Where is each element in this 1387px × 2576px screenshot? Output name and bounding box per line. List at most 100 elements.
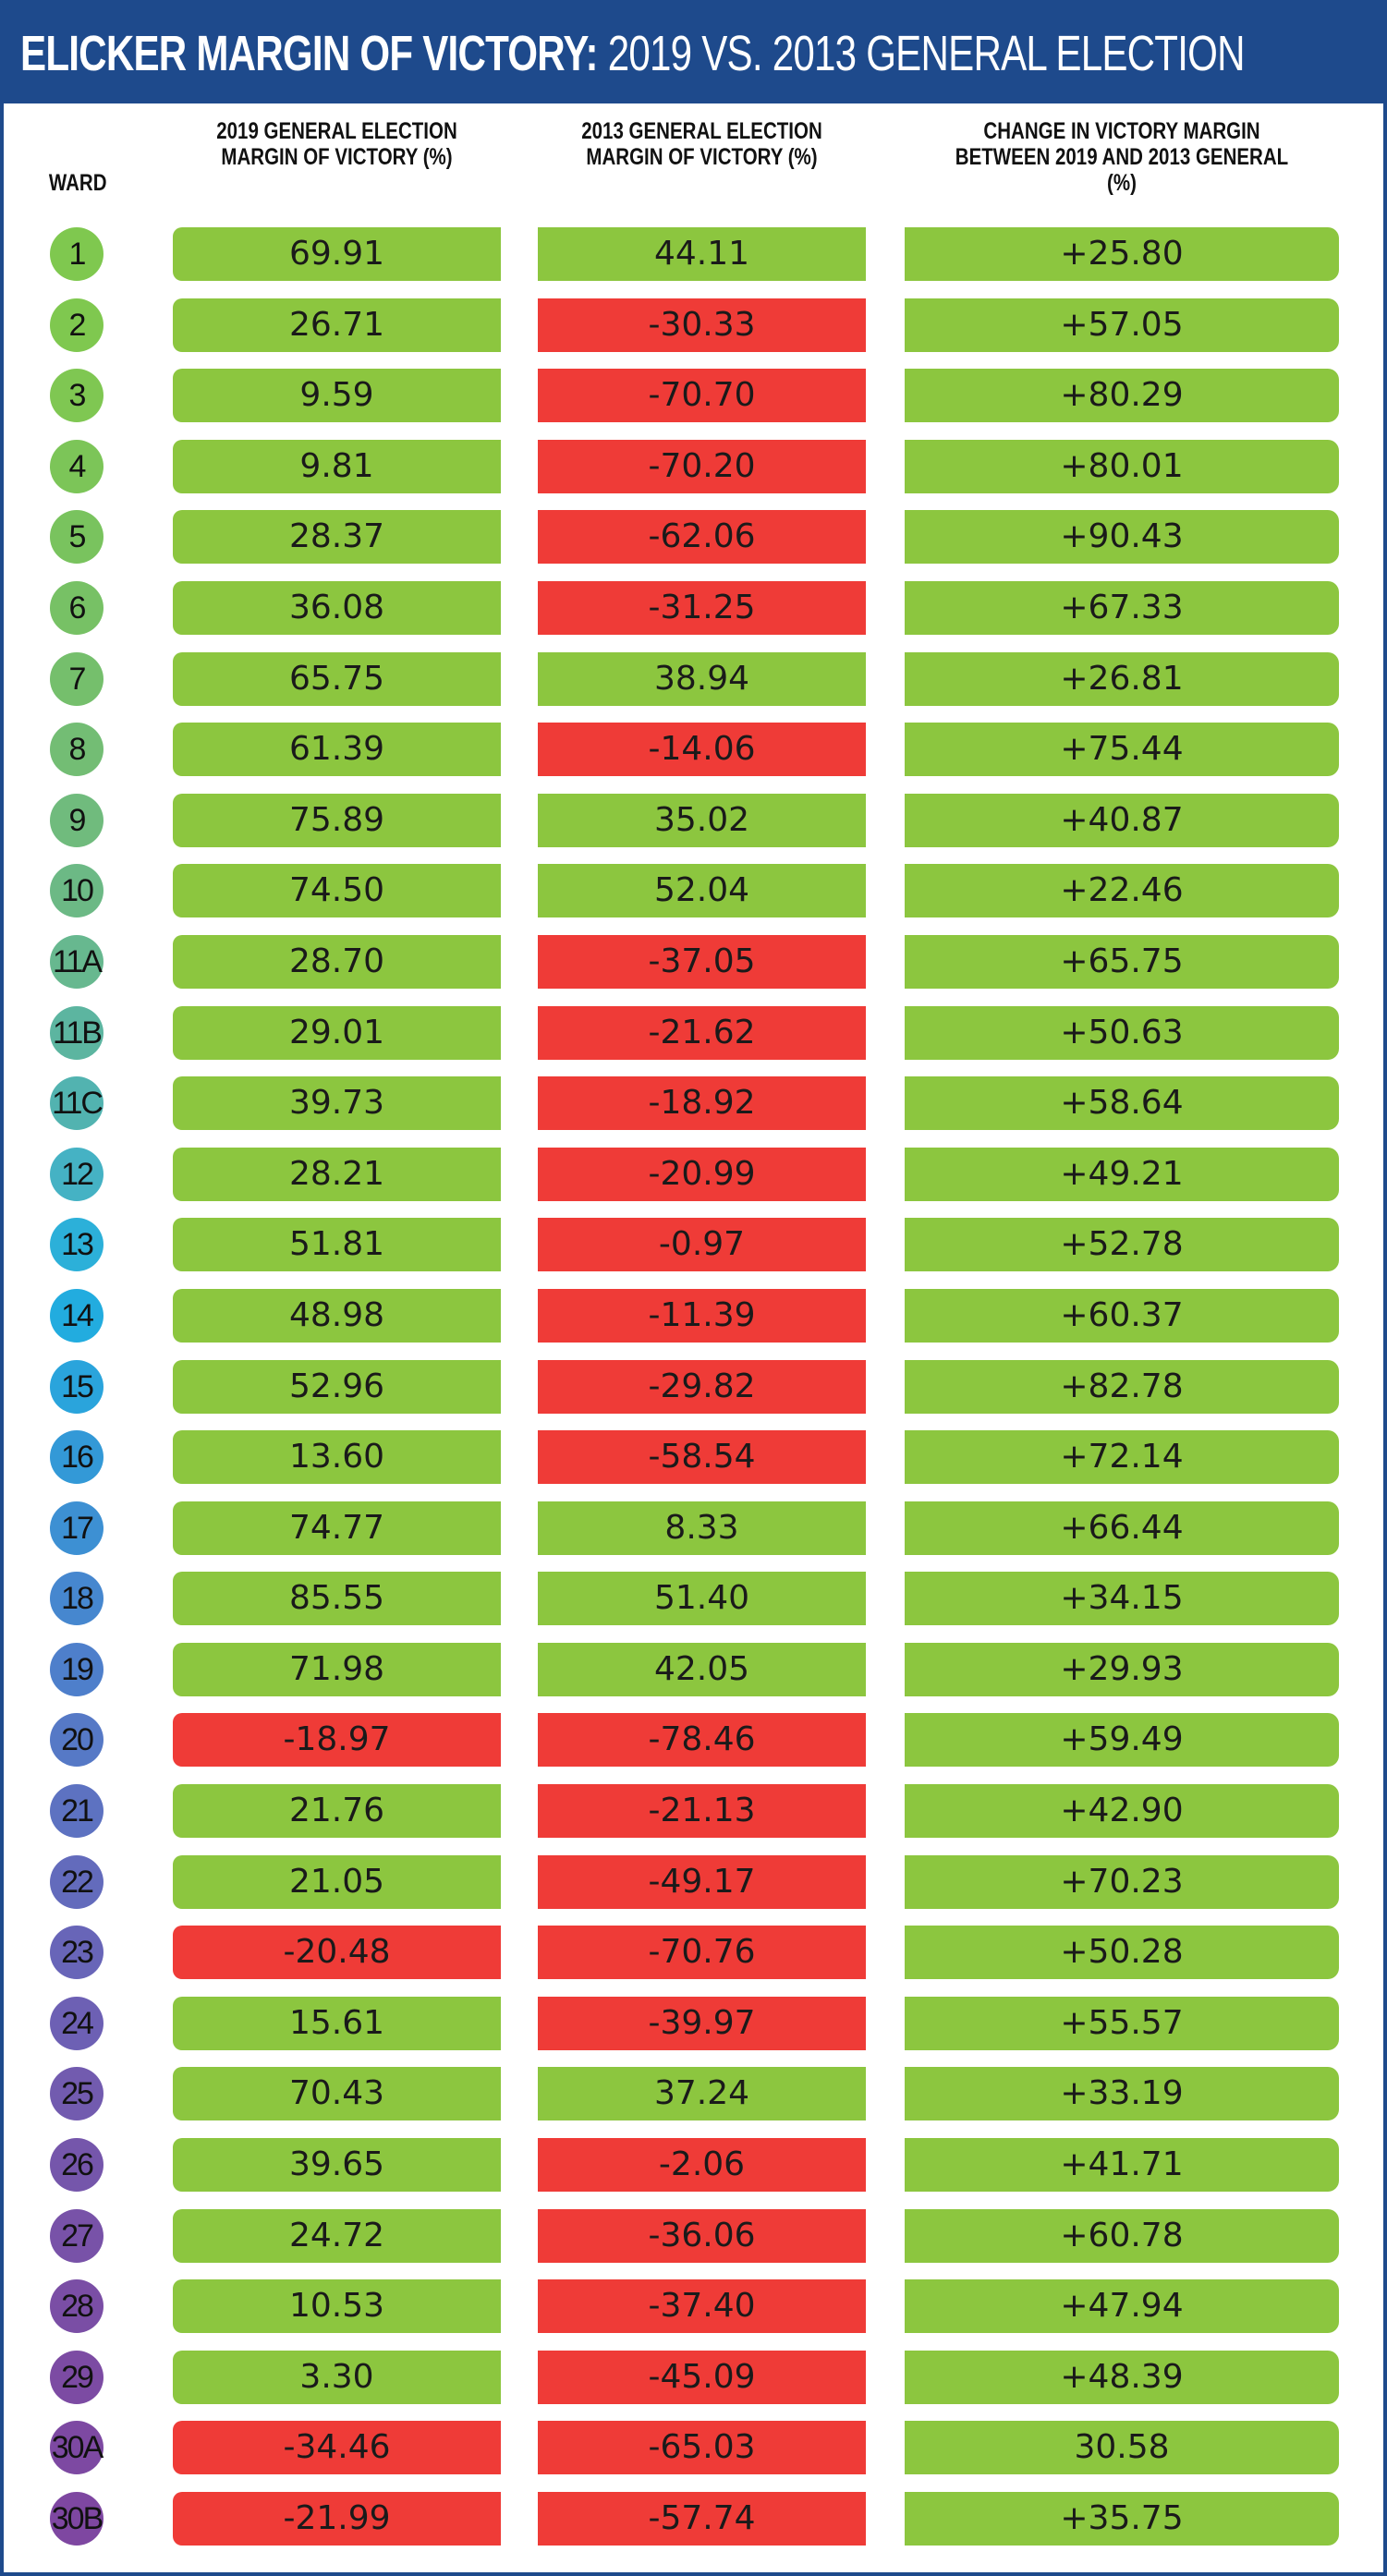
margin-2019-cell: 39.73 — [173, 1076, 501, 1131]
column-header-2019: 2019 GENERAL ELECTION MARGIN OF VICTORY … — [173, 118, 501, 170]
ward-badge: 28 — [50, 2279, 103, 2334]
ward-badge: 6 — [50, 580, 103, 635]
margin-2013-cell: -78.46 — [538, 1713, 866, 1768]
margin-change-cell: +41.71 — [905, 2138, 1339, 2193]
margin-change-cell: +82.78 — [905, 1359, 1339, 1414]
table-row: 24 15.61 -39.97 +55.57 — [4, 1989, 1387, 2060]
table-row: 11B 29.01 -21.62 +50.63 — [4, 999, 1387, 1070]
margin-change-cell: +48.39 — [905, 2350, 1339, 2404]
margin-2013-cell: -31.25 — [538, 580, 866, 635]
margin-change-cell: +25.80 — [905, 227, 1339, 281]
ward-badge: 11B — [50, 1005, 103, 1060]
margin-change-cell: +42.90 — [905, 1784, 1339, 1839]
ward-badge: 26 — [50, 2138, 103, 2193]
ward-badge: 20 — [50, 1713, 103, 1768]
margin-change-cell: +67.33 — [905, 580, 1339, 635]
margin-change-cell: +47.94 — [905, 2279, 1339, 2334]
table-row: 8 61.39 -14.06 +75.44 — [4, 715, 1387, 786]
margin-2019-cell: 13.60 — [173, 1430, 501, 1485]
margin-change-cell: +26.81 — [905, 651, 1339, 706]
ward-badge: 12 — [50, 1147, 103, 1201]
margin-2019-cell: 70.43 — [173, 2067, 501, 2121]
margin-change-cell: +22.46 — [905, 864, 1339, 918]
margin-change-cell: +52.78 — [905, 1218, 1339, 1272]
margin-2019-cell: 36.08 — [173, 580, 501, 635]
margin-change-cell: +80.29 — [905, 369, 1339, 423]
margin-2013-cell: -29.82 — [538, 1359, 866, 1414]
ward-badge: 4 — [50, 439, 103, 493]
margin-change-cell: +50.63 — [905, 1005, 1339, 1060]
margin-2013-cell: -36.06 — [538, 2208, 866, 2263]
margin-2013-cell: 38.94 — [538, 651, 866, 706]
ward-badge: 25 — [50, 2067, 103, 2121]
ward-badge: 23 — [50, 1926, 103, 1980]
table-row: 9 75.89 35.02 +40.87 — [4, 786, 1387, 857]
ward-badge: 14 — [50, 1288, 103, 1343]
margin-2013-cell: -49.17 — [538, 1854, 866, 1909]
table-row: 11A 28.70 -37.05 +65.75 — [4, 928, 1387, 999]
margin-2013-cell: -11.39 — [538, 1288, 866, 1343]
table-row: 10 74.50 52.04 +22.46 — [4, 857, 1387, 928]
margin-2013-cell: -70.70 — [538, 369, 866, 423]
ward-badge: 29 — [50, 2350, 103, 2404]
table-row: 16 13.60 -58.54 +72.14 — [4, 1423, 1387, 1494]
margin-change-cell: +65.75 — [905, 934, 1339, 989]
margin-change-cell: +49.21 — [905, 1147, 1339, 1201]
ward-badge: 15 — [50, 1359, 103, 1414]
margin-2013-cell: -70.20 — [538, 439, 866, 493]
margin-2019-cell: -20.48 — [173, 1926, 501, 1980]
margin-2019-cell: 51.81 — [173, 1218, 501, 1272]
margin-2013-cell: -18.92 — [538, 1076, 866, 1131]
margin-2019-cell: 15.61 — [173, 1996, 501, 2050]
margin-2019-cell: -21.99 — [173, 2492, 501, 2546]
column-header-ward-text: WARD — [48, 170, 107, 196]
margin-2019-cell: 9.81 — [173, 439, 501, 493]
margin-2019-cell: 65.75 — [173, 651, 501, 706]
ward-badge: 7 — [50, 651, 103, 706]
margin-2013-cell: 52.04 — [538, 864, 866, 918]
table-row: 20 -18.97 -78.46 +59.49 — [4, 1706, 1387, 1777]
margin-2013-cell: -37.40 — [538, 2279, 866, 2334]
margin-2013-cell: -58.54 — [538, 1430, 866, 1485]
margin-2019-cell: 69.91 — [173, 227, 501, 281]
margin-2019-cell: 9.59 — [173, 369, 501, 423]
table-row: 6 36.08 -31.25 +67.33 — [4, 574, 1387, 645]
table-row: 30B -21.99 -57.74 +35.75 — [4, 2485, 1387, 2556]
margin-2013-cell: -0.97 — [538, 1218, 866, 1272]
table-row: 29 3.30 -45.09 +48.39 — [4, 2343, 1387, 2414]
column-header-ward: WARD — [30, 170, 126, 196]
ward-badge: 22 — [50, 1854, 103, 1909]
ward-badge: 27 — [50, 2208, 103, 2263]
margin-change-cell: +29.93 — [905, 1642, 1339, 1696]
margin-2013-cell: 44.11 — [538, 227, 866, 281]
margin-2013-cell: -37.05 — [538, 934, 866, 989]
ward-badge: 16 — [50, 1430, 103, 1485]
margin-change-cell: +66.44 — [905, 1501, 1339, 1555]
ward-badge: 30A — [50, 2421, 103, 2475]
margin-change-cell: +58.64 — [905, 1076, 1339, 1131]
margin-change-cell: +40.87 — [905, 793, 1339, 847]
margin-change-cell: 30.58 — [905, 2421, 1339, 2475]
table-row: 15 52.96 -29.82 +82.78 — [4, 1353, 1387, 1424]
margin-2019-cell: 75.89 — [173, 793, 501, 847]
ward-badge: 21 — [50, 1784, 103, 1839]
table-row: 26 39.65 -2.06 +41.71 — [4, 2131, 1387, 2202]
margin-2019-cell: 10.53 — [173, 2279, 501, 2334]
margin-2019-cell: -34.46 — [173, 2421, 501, 2475]
margin-2019-cell: 39.65 — [173, 2138, 501, 2193]
column-header-2019-text: 2019 GENERAL ELECTION MARGIN OF VICTORY … — [216, 118, 457, 170]
margin-2013-cell: -20.99 — [538, 1147, 866, 1201]
table-row: 7 65.75 38.94 +26.81 — [4, 645, 1387, 716]
margin-2013-cell: -62.06 — [538, 510, 866, 565]
margin-2019-cell: 74.77 — [173, 1501, 501, 1555]
margin-change-cell: +90.43 — [905, 510, 1339, 565]
margin-change-cell: +35.75 — [905, 2492, 1339, 2546]
margin-2013-cell: 8.33 — [538, 1501, 866, 1555]
ward-badge: 10 — [50, 864, 103, 918]
margin-2019-cell: 28.70 — [173, 934, 501, 989]
margin-2019-cell: 24.72 — [173, 2208, 501, 2263]
margin-2019-cell: 85.55 — [173, 1572, 501, 1626]
margin-2019-cell: 21.76 — [173, 1784, 501, 1839]
table-row: 21 21.76 -21.13 +42.90 — [4, 1777, 1387, 1848]
